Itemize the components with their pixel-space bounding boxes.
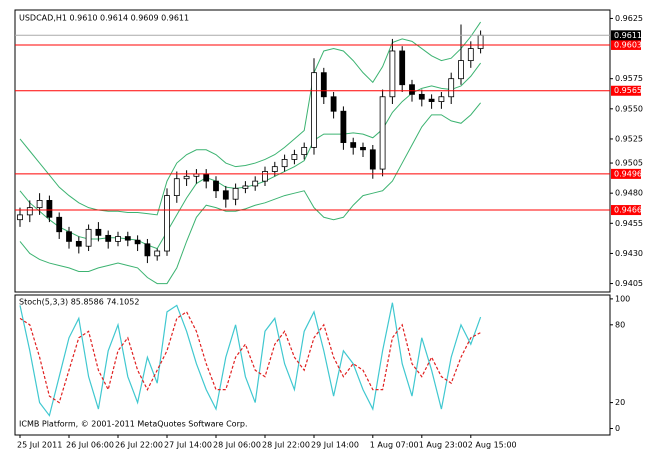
x-tick-label: 1 Aug 07:00 [370,441,419,450]
x-tick-label: 2 Aug 15:00 [468,441,517,450]
x-tick-label: 29 Jul 14:00 [311,441,359,450]
y-tick-label: 0.9455 [615,219,643,228]
candle-body [379,96,386,170]
level-label: 0.9496 [614,169,642,178]
y-tick-label: 0.9550 [615,104,643,113]
candle-body [291,154,298,160]
candle-body [350,142,357,148]
level-tag [611,85,641,96]
y-tick-label: 0.9525 [615,134,643,143]
price-panel [14,9,611,293]
stoch-panel [14,294,611,436]
x-tick-label: 28 Jul 06:00 [213,441,261,450]
candle-body [95,228,102,236]
candle-body [418,93,425,100]
candle-body [320,72,327,98]
candle-body [389,50,396,98]
y-tick-label: 100 [615,294,630,303]
chart-title: USDCAD,H1 0.9610 0.9614 0.9609 0.9611 [19,14,189,23]
candle-body [213,180,219,192]
candle-body [203,173,210,182]
candle-body [17,214,23,221]
candle-body [311,72,317,148]
bollinger-band [19,62,482,250]
y-tick-label: 0.9575 [615,74,643,83]
y-tick-label: 0.9405 [615,279,643,288]
candle-body [115,236,121,242]
candle-body [222,190,229,200]
stoch-line [19,302,482,417]
stoch-line [19,310,481,404]
x-tick-label: 26 Jul 06:00 [66,441,114,450]
current-price-label: 0.9611 [614,31,642,40]
candle-body [467,48,474,62]
candle-body [105,234,112,242]
candle-body [448,78,455,98]
candle-body [66,231,72,242]
x-tick-label: 27 Jul 14:00 [164,441,212,450]
candle-body [438,96,445,102]
level-label: 0.9466 [614,206,642,215]
stoch-title: Stoch(5,3,3) 85.8586 74.1052 [19,298,139,307]
stoch-plot [19,302,482,417]
y-tick-label: 80 [615,320,625,329]
x-tick-label: 26 Jul 22:00 [115,441,163,450]
x-tick-label: 1 Aug 23:00 [419,441,468,450]
candle-body [154,250,161,257]
copyright: ICMB Platform, © 2001-2011 MetaQuotes So… [19,420,248,429]
y-tick-label: 0 [615,424,620,433]
candle-body [164,195,170,252]
candle-body [477,34,484,49]
candle-body [458,60,464,80]
candle-body [173,178,180,196]
candle-body [340,110,347,143]
candle-body [428,98,435,102]
candle-body [360,146,366,151]
candle-body [330,96,337,112]
level-tag [611,168,641,179]
y-tick-label: 0.9430 [615,249,643,258]
y-tick-label: 0.9625 [615,14,643,23]
bollinger-band [19,102,481,285]
candle-body [409,84,415,95]
candle-body [36,200,43,209]
y-tick-label: 20 [615,398,625,407]
level-label: 0.9603 [614,40,642,49]
candle-body [124,236,131,241]
level-tag [611,39,641,50]
candle-body [301,146,308,156]
y-tick-label: 0.9480 [615,189,643,198]
candle-body [399,50,406,86]
current-price-tag [611,30,641,41]
level-label: 0.9565 [614,86,642,95]
candle-body [46,200,53,218]
candle-body [271,166,278,172]
candle-body [75,240,82,247]
x-tick-label: 28 Jul 22:00 [262,441,310,450]
candle-body [262,171,268,182]
candle-body [85,228,92,247]
candle-body [252,180,259,187]
candle-body [134,239,141,245]
candle-body [144,243,151,257]
y-tick-label: 0.9505 [615,159,643,168]
x-tick-label: 25 Jul 2011 [17,441,62,450]
candle-body [26,207,33,216]
candle-body [369,149,376,170]
candle-body [281,159,288,168]
level-tag [611,205,641,216]
candle-body [232,187,239,200]
candle-body [56,216,63,233]
candle-body [183,175,190,180]
candle-body [242,185,249,189]
